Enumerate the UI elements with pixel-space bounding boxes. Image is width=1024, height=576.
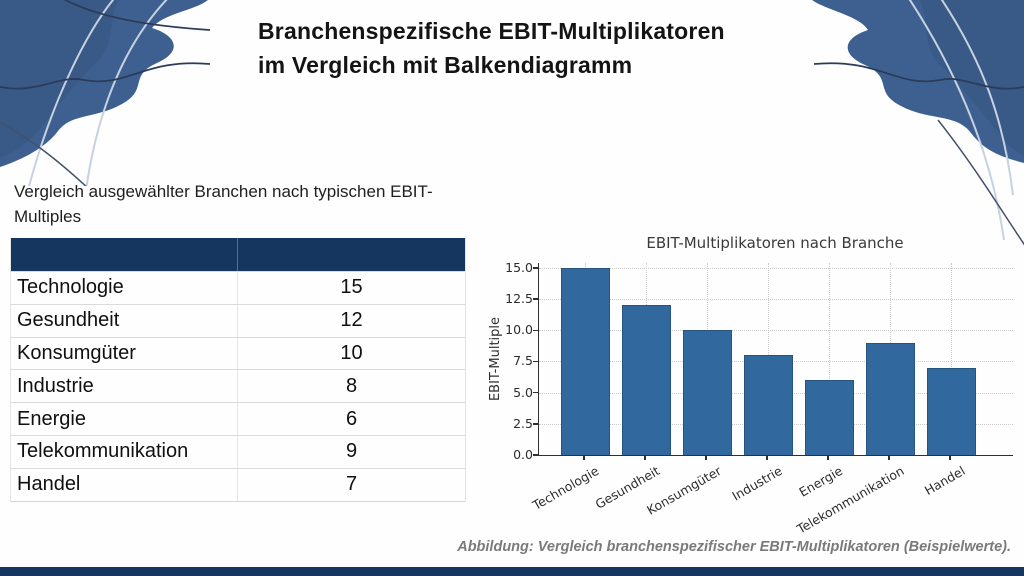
chart-title: EBIT-Multiplikatoren nach Branche [646,234,904,252]
y-tick-label: 15.0 [505,259,533,275]
x-gridline [829,263,830,455]
y-tick-label: 7.5 [513,353,533,369]
x-tick-mark [888,455,890,460]
x-tick-mark [766,455,768,460]
x-tick-mark [949,455,951,460]
table-row: Konsumgüter 10 [11,336,465,370]
table-cell-branch: Telekommunikation [17,440,189,463]
slide-title-line1: Branchenspezifische EBIT-Multiplikatoren [258,18,725,44]
bar-chart: EBIT-Multiplikatoren nach Branche EBIT-M… [485,232,1024,544]
y-tick-label: 10.0 [505,322,533,338]
slide-title: Branchenspezifische EBIT-Multiplikatoren… [258,14,725,82]
table-cell-branch: Gesundheit [17,309,120,332]
y-tick-mark [533,360,538,363]
chart-bar [621,305,671,455]
y-tick-label: 5.0 [513,384,533,400]
chart-bar [743,355,793,455]
x-tick-mark [583,455,585,460]
table-row: Handel 7 [11,467,465,501]
x-tick-label: Handel [921,463,968,499]
table-cell-multiple: 15 [237,272,465,304]
y-tick-mark [533,391,538,394]
x-tick-mark [827,455,829,460]
y-gridline [539,299,1013,301]
table-row: Technologie 15 [11,271,465,304]
y-tick-label: 0.0 [513,447,533,462]
footer-accent-bar [0,567,1024,576]
chart-bar [804,380,854,455]
corner-decoration-top-right-shape [812,0,1024,246]
table-header-branch [11,238,237,271]
table-row: Energie 6 [11,402,465,435]
y-tick-mark [533,423,538,425]
table-cell-multiple: 12 [237,304,465,337]
ebit-table-body: Technologie 15 Gesundheit 12 Konsumgüter 10 In… [11,271,465,501]
table-cell-branch: Konsumgüter [17,341,136,364]
table-cell-multiple: 6 [237,403,465,435]
x-tick-label: Technologie [530,463,602,513]
x-tick-mark [644,455,646,460]
y-tick-mark [533,298,538,300]
y-tick-label: 12.5 [505,291,533,307]
table-row: Industrie 8 [11,369,465,403]
x-tick-mark [705,455,707,460]
table-cell-multiple: 8 [237,370,465,403]
ebit-table: Technologie 15 Gesundheit 12 Konsumgüter 10 In… [10,238,466,502]
table-cell-multiple: 9 [237,435,465,468]
table-row: Gesundheit 12 [11,303,465,337]
table-cell-branch: Handel [17,473,81,496]
table-cell-branch: Industrie [17,374,94,397]
chart-bar [682,330,732,455]
x-tick-label: Energie [796,463,846,500]
y-tick-mark [533,454,538,456]
figure-caption: Abbildung: Vergleich branchenspezifische… [457,539,1011,555]
y-gridline [539,267,1013,269]
table-cell-multiple: 10 [237,337,465,370]
chart-bar [560,267,610,455]
chart-bar [926,367,976,455]
table-cell-branch: Technologie [17,276,124,299]
slide-title-line2: im Vergleich mit Balkendiagramm [258,52,633,78]
chart-bar [865,342,915,455]
slide-subtitle: Vergleich ausgewählter Branchen nach typ… [14,182,433,226]
table-header-row [11,238,465,271]
table-row: Telekommunikation 9 [11,434,465,468]
y-gridline [539,330,1013,332]
y-tick-mark [533,267,538,269]
chart-plot-area [538,263,1013,456]
x-tick-label: Telekommunikation [794,463,907,537]
y-tick-label: 2.5 [513,415,533,431]
table-cell-multiple: 7 [237,468,465,501]
y-tick-mark [533,329,538,332]
corner-decoration-top-left-shape [0,0,211,186]
x-tick-label: Industrie [729,463,785,504]
table-cell-branch: Energie [17,407,86,430]
x-gridline [951,263,952,455]
table-header-multiple [237,238,465,271]
